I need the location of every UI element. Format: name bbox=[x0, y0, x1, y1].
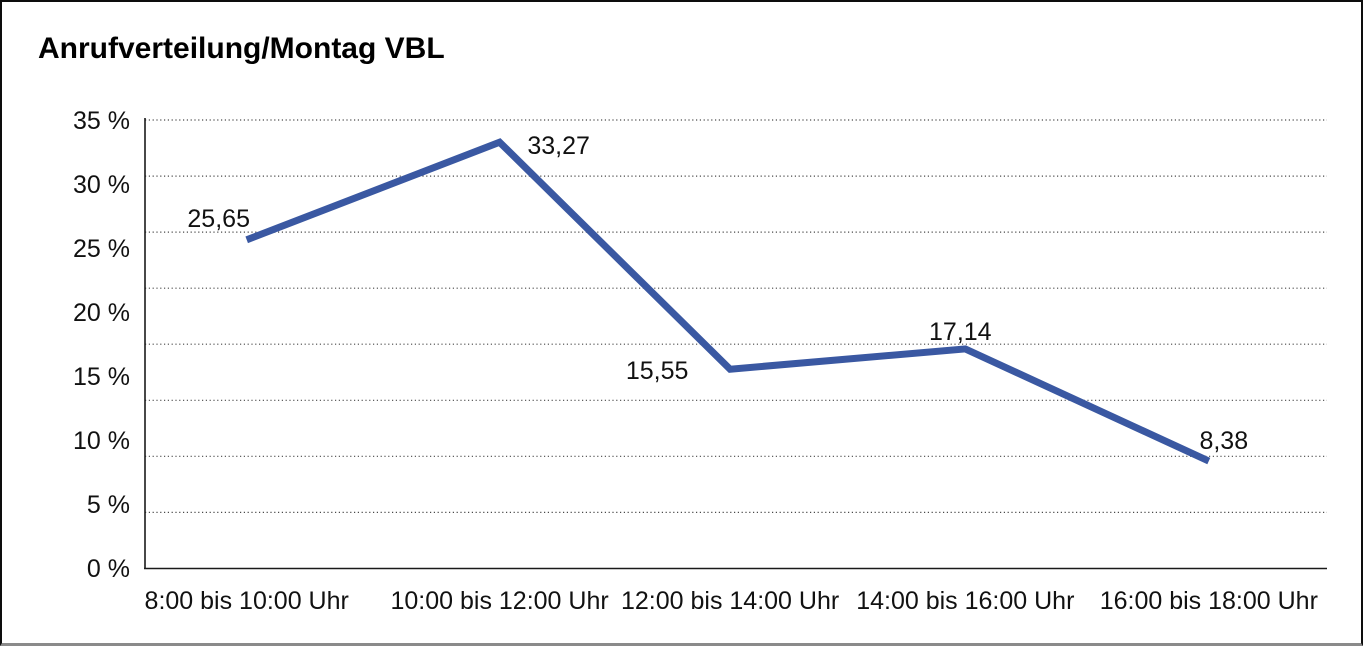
x-axis-label: 8:00 bis 10:00 Uhr bbox=[145, 587, 349, 615]
data-label: 8,38 bbox=[1199, 427, 1248, 455]
data-label: 25,65 bbox=[187, 205, 250, 233]
y-axis-tick: 20 % bbox=[73, 299, 130, 327]
data-label: 17,14 bbox=[929, 318, 992, 346]
y-axis-labels: 35 % 30 % 25 % 20 % 15 % 10 % 5 % 0 % bbox=[73, 107, 130, 583]
x-axis-label: 12:00 bis 14:00 Uhr bbox=[621, 587, 839, 615]
x-axis-labels: 8:00 bis 10:00 Uhr 10:00 bis 12:00 Uhr 1… bbox=[145, 587, 1318, 615]
x-axis-label: 16:00 bis 18:00 Uhr bbox=[1100, 587, 1318, 615]
data-label: 33,27 bbox=[527, 132, 590, 160]
y-axis-tick: 35 % bbox=[73, 107, 130, 135]
x-axis-label: 10:00 bis 12:00 Uhr bbox=[390, 587, 608, 615]
gridlines bbox=[145, 119, 1327, 513]
y-axis-tick: 15 % bbox=[73, 363, 130, 391]
y-axis-tick: 5 % bbox=[87, 491, 130, 519]
y-axis-tick: 10 % bbox=[73, 427, 130, 455]
y-axis-tick: 25 % bbox=[73, 235, 130, 263]
data-line bbox=[245, 138, 1211, 465]
data-label: 15,55 bbox=[626, 357, 689, 385]
y-axis-tick: 30 % bbox=[73, 171, 130, 199]
chart-title: Anrufverteilung/Montag VBL bbox=[38, 32, 445, 65]
x-axis-label: 14:00 bis 16:00 Uhr bbox=[856, 587, 1074, 615]
y-axis-tick: 0 % bbox=[87, 555, 130, 583]
data-labels: 25,65 33,27 15,55 17,14 8,38 bbox=[187, 132, 1248, 455]
